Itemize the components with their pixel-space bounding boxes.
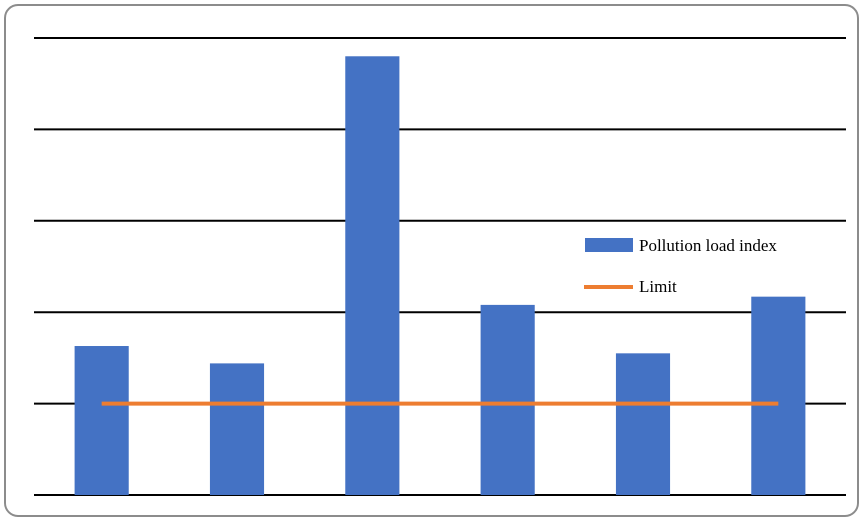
bar <box>751 296 806 495</box>
gridlines <box>34 37 846 496</box>
legend-label-pollution-load-index: Pollution load index <box>639 236 777 255</box>
bar <box>480 304 535 495</box>
bar <box>209 363 265 495</box>
bar <box>345 56 400 495</box>
bar-series <box>74 56 806 495</box>
bar <box>615 353 671 495</box>
legend-label-limit: Limit <box>639 277 677 296</box>
chart-frame <box>4 4 859 517</box>
legend-swatch-pollution-load-index <box>585 238 633 252</box>
bar <box>74 346 129 495</box>
legend: Pollution load index Limit <box>584 236 777 296</box>
